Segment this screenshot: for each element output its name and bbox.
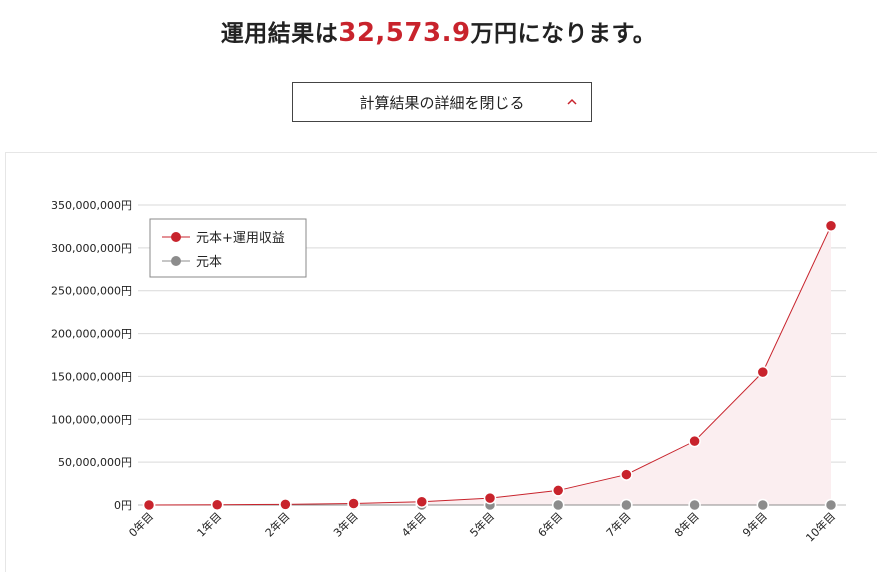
x-tick-label: 1年目 <box>194 509 224 539</box>
data-point-total[interactable] <box>279 498 292 511</box>
legend-marker-total <box>171 232 181 242</box>
data-point-total[interactable] <box>347 497 360 510</box>
data-point-total[interactable] <box>142 498 156 512</box>
chart-legend: 元本+運用収益 元本 <box>149 218 307 278</box>
y-tick-label: 0円 <box>114 499 132 512</box>
x-tick-label: 9年目 <box>740 509 770 539</box>
y-axis-ticks: 0円 50,000,000円 100,000,000円 150,000,000円 200… <box>51 199 132 512</box>
result-title: 運用結果は32,573.9万円になります。 <box>0 14 877 48</box>
x-tick-label: 2年目 <box>262 509 292 539</box>
x-tick-label: 0年目 <box>126 509 156 539</box>
x-tick-label: 7年目 <box>603 509 633 539</box>
y-tick-label: 350,000,000円 <box>51 199 132 212</box>
data-point-total[interactable] <box>210 498 224 511</box>
result-suffix: 万円になります。 <box>470 21 657 47</box>
y-tick-label: 250,000,000円 <box>51 285 132 298</box>
data-point-principal[interactable] <box>551 498 565 512</box>
data-point-principal[interactable] <box>824 498 838 512</box>
x-axis-ticks: 0年目 1年目 2年目 3年目 4年目 5年目 6年目 7年目 8年目 9年目 10年目 <box>126 509 838 544</box>
result-amount: 32,573.9 <box>338 18 471 48</box>
y-tick-label: 200,000,000円 <box>51 328 132 341</box>
x-tick-label: 8年目 <box>671 509 701 539</box>
data-point-total[interactable] <box>483 491 497 505</box>
data-point-principal[interactable] <box>756 498 770 512</box>
close-details-label: 計算結果の詳細を閉じる <box>359 93 525 112</box>
y-tick-label: 50,000,000円 <box>58 456 132 469</box>
area-fill-layer <box>149 225 831 505</box>
legend-item-principal[interactable]: 元本 <box>162 255 222 270</box>
legend-box <box>149 218 307 278</box>
x-tick-label: 4年目 <box>399 509 429 539</box>
data-point-principal[interactable] <box>688 498 701 512</box>
data-point-total[interactable] <box>415 495 429 508</box>
result-prefix: 運用結果は <box>220 21 339 47</box>
legend-item-total[interactable]: 元本+運用収益 <box>162 231 285 246</box>
y-tick-label: 100,000,000円 <box>51 413 132 426</box>
data-point-total[interactable] <box>551 484 565 497</box>
chart-card: 0円 50,000,000円 100,000,000円 150,000,000円 200… <box>5 152 877 572</box>
close-details-button[interactable]: 計算結果の詳細を閉じる <box>292 82 592 122</box>
y-tick-label: 300,000,000円 <box>51 242 132 255</box>
legend-marker-principal <box>171 256 181 266</box>
chevron-up-icon <box>567 98 577 105</box>
area-fill-total <box>149 225 831 505</box>
x-tick-label: 5年目 <box>467 509 497 539</box>
data-point-total[interactable] <box>620 468 633 481</box>
legend-label-principal: 元本 <box>196 255 222 270</box>
data-point-total[interactable] <box>824 219 838 233</box>
data-point-total[interactable] <box>688 434 701 448</box>
data-point-principal[interactable] <box>620 498 633 512</box>
data-point-total[interactable] <box>756 365 770 379</box>
x-tick-label: 6年目 <box>535 509 565 539</box>
legend-label-total: 元本+運用収益 <box>196 231 285 246</box>
x-tick-label: 10年目 <box>803 509 838 544</box>
y-tick-label: 150,000,000円 <box>51 370 132 383</box>
growth-line-chart: 0円 50,000,000円 100,000,000円 150,000,000円 200… <box>51 199 846 545</box>
series-points <box>142 219 838 512</box>
x-tick-label: 3年目 <box>330 509 360 539</box>
